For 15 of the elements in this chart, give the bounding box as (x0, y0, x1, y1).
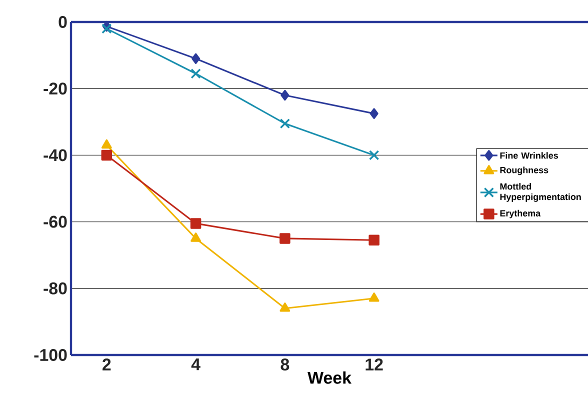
legend-label: Erythema (500, 210, 541, 218)
y-tick-label: -80 (44, 282, 67, 294)
y-tick-label: -40 (44, 149, 67, 162)
y-tick-label: 0 (58, 16, 67, 28)
y-tick-label: -60 (44, 216, 67, 228)
x-axis-title: Week (308, 371, 352, 384)
x-tick-label: 8 (280, 358, 290, 371)
x-tick-label: 12 (366, 358, 383, 370)
y-tick-label: -20 (44, 82, 67, 95)
legend-label: Mottled Hyperpigmentation (500, 183, 581, 202)
x-tick-label: 4 (191, 358, 200, 370)
x-tick-label: 2 (102, 358, 111, 370)
y-tick-label: -100 (34, 349, 67, 361)
legend-label: Fine Wrinkles (500, 152, 558, 159)
legend-label: Roughness (500, 166, 548, 176)
